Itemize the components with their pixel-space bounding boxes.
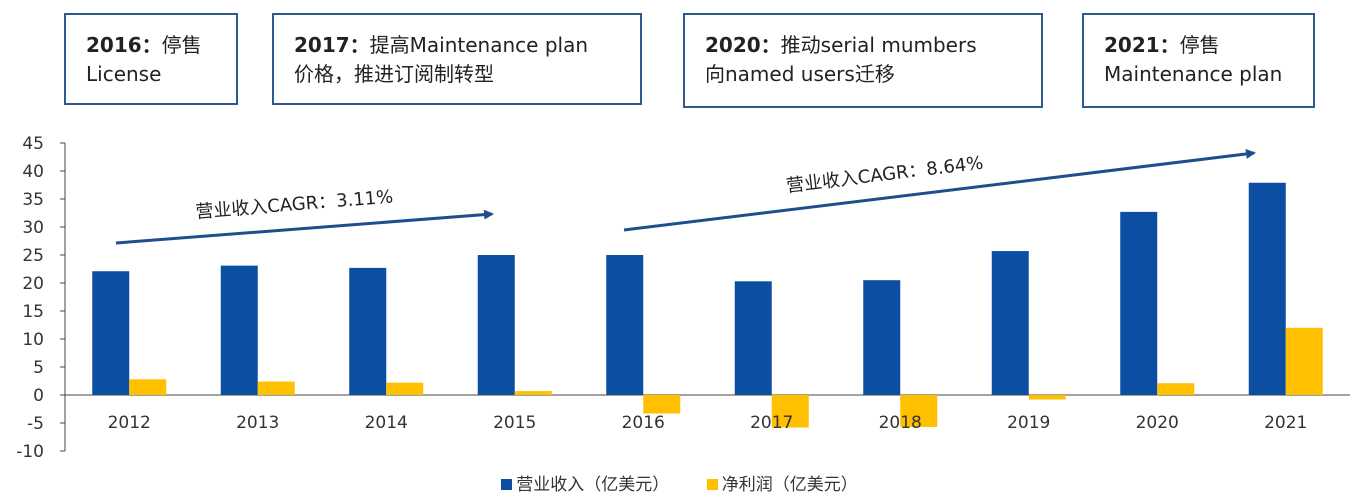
bar-net-profit-2017 [771,395,809,428]
y-tick-label: 20 [22,274,44,294]
bar-net-profit-2012 [129,379,167,395]
callout-sep: ： [349,33,370,57]
y-tick-label: 10 [22,330,44,350]
bar-net-profit-2020 [1157,383,1195,395]
legend-swatch-revenue [501,479,513,490]
x-tick-label: 2014 [365,413,408,433]
y-tick-label: -5 [27,414,44,434]
legend-item-revenue: 营业收入（亿美元） [501,470,669,495]
callout-year: 2021 [1104,33,1160,57]
bar-net-profit-2014 [386,382,424,395]
bar-revenue-2021 [1248,182,1286,395]
bar-revenue-2018 [863,280,901,395]
callout-2016: 2016：停售 License [64,13,238,105]
callout-year: 2020 [705,33,761,57]
cagr-arrow-2 [623,149,1256,232]
x-tick-label: 2019 [1007,413,1050,433]
callout-text: 提高Maintenance plan [369,33,589,57]
x-tick-label: 2013 [236,413,279,433]
callout-text: 推动serial mumbers [780,33,977,57]
bar-net-profit-2018 [900,395,938,427]
bar-net-profit-2019 [1028,395,1066,400]
bar-net-profit-2013 [257,381,295,395]
callout-sep: ： [1159,33,1180,57]
bar-revenue-2015 [477,255,515,395]
x-tick-label: 2021 [1264,413,1307,433]
legend-label-revenue: 营业收入（亿美元） [516,475,670,495]
cagr-arrow-1 [115,209,494,245]
callout-text: 向named users迁移 [705,62,895,86]
bar-net-profit-2016 [643,395,681,414]
callout-sep: ： [141,33,162,57]
legend-item-net-profit: 净利润（亿美元） [706,470,858,495]
y-tick-label: 15 [22,302,44,322]
cagr-label-1: 营业收入CAGR：3.11% [195,186,394,222]
callout-text: 停售 [161,33,202,57]
callout-text: 停售 [1179,33,1220,57]
bar-revenue-2016 [606,255,644,395]
callout-sep: ： [760,33,781,57]
bar-revenue-2013 [220,265,258,395]
callout-text: 价格，推进订阅制转型 [294,62,494,86]
y-tick-label: 30 [22,218,44,238]
y-tick-label: 35 [22,190,44,210]
x-tick-label: 2020 [1136,413,1179,433]
bar-revenue-2019 [991,251,1029,395]
bar-revenue-2014 [349,267,387,395]
callout-2020: 2020：推动serial mumbers 向named users迁移 [683,13,1043,108]
x-tick-label: 2017 [750,413,793,433]
bar-revenue-2020 [1120,211,1158,395]
y-tick-label: 25 [22,246,44,266]
legend: 营业收入（亿美元） 净利润（亿美元） [0,470,1359,495]
callout-2021: 2021：停售 Maintenance plan [1082,13,1315,108]
callout-year: 2016 [86,33,142,57]
bar-revenue-2012 [92,271,130,395]
bar-net-profit-2015 [514,391,552,395]
y-tick-label: 5 [33,358,44,378]
y-tick-label: 40 [22,162,44,182]
bar-revenue-2017 [734,281,772,395]
y-tick-label: 0 [33,386,44,406]
callout-2017: 2017：提高Maintenance plan 价格，推进订阅制转型 [272,13,642,105]
x-tick-label: 2016 [622,413,665,433]
callout-text: License [86,62,162,86]
x-tick-label: 2012 [108,413,151,433]
legend-swatch-net-profit [706,479,718,490]
callout-text: Maintenance plan [1104,62,1283,86]
callout-year: 2017 [294,33,350,57]
x-tick-label: 2018 [879,413,922,433]
y-tick-label: 45 [22,134,44,154]
legend-label-net-profit: 净利润（亿美元） [721,475,858,495]
x-tick-label: 2015 [493,413,536,433]
bar-net-profit-2021 [1285,327,1323,395]
y-tick-label: -10 [16,442,44,462]
